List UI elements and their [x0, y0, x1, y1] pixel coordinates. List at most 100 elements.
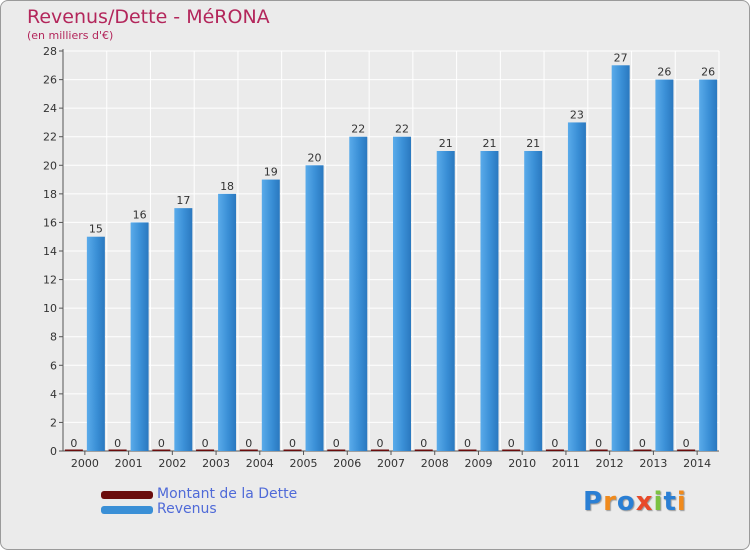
- bar-revenue: [524, 151, 543, 451]
- data-label-revenue: 16: [133, 208, 147, 221]
- data-label-debt: 0: [70, 437, 77, 450]
- x-tick-label: 2003: [202, 457, 230, 470]
- bar-debt: [283, 449, 302, 451]
- x-tick-label: 2007: [377, 457, 405, 470]
- bar-debt: [414, 449, 433, 451]
- data-label-debt: 0: [202, 437, 209, 450]
- bar-debt: [196, 449, 215, 451]
- logo-letter: x: [635, 487, 654, 517]
- x-tick-label: 2013: [639, 457, 667, 470]
- data-label-debt: 0: [377, 437, 384, 450]
- bar-revenue: [349, 136, 368, 451]
- bar-revenue: [567, 122, 586, 451]
- x-tick-label: 2002: [158, 457, 186, 470]
- legend-swatch-revenue: [101, 506, 153, 514]
- y-tick-label: 2: [50, 416, 57, 429]
- x-tick-label: 2011: [552, 457, 580, 470]
- data-label-debt: 0: [551, 437, 558, 450]
- data-label-revenue: 21: [526, 137, 540, 150]
- logo-letter: P: [583, 487, 604, 517]
- bar-revenue: [174, 208, 193, 451]
- bar-debt: [371, 449, 389, 451]
- data-label-debt: 0: [639, 437, 646, 450]
- y-tick-label: 8: [50, 331, 57, 344]
- data-label-revenue: 21: [439, 137, 453, 150]
- data-label-debt: 0: [333, 437, 340, 450]
- x-tick-label: 2004: [246, 457, 274, 470]
- data-label-debt: 0: [245, 437, 252, 450]
- data-label-debt: 0: [595, 437, 602, 450]
- x-tick-label: 2010: [508, 457, 536, 470]
- y-tick-label: 6: [50, 359, 57, 372]
- data-label-debt: 0: [114, 437, 121, 450]
- bar-revenue: [393, 136, 411, 451]
- data-label-revenue: 26: [657, 66, 671, 79]
- bar-debt: [677, 449, 696, 451]
- legend-label-debt: Montant de la Dette: [157, 486, 298, 502]
- x-tick-label: 2005: [290, 457, 318, 470]
- bar-layer: [64, 65, 718, 452]
- data-label-revenue: 18: [220, 180, 234, 193]
- y-tick-label: 0: [50, 445, 57, 458]
- logo-letter: t: [663, 487, 677, 517]
- bar-debt: [458, 449, 477, 451]
- bar-revenue: [699, 79, 718, 452]
- bar-revenue: [305, 165, 324, 452]
- y-tick-label: 18: [43, 188, 57, 201]
- data-label-debt: 0: [508, 437, 515, 450]
- bar-debt: [152, 449, 171, 451]
- data-label-revenue: 17: [176, 194, 190, 207]
- x-tick-label: 2009: [464, 457, 492, 470]
- grid-layer: [62, 50, 720, 452]
- data-label-revenue: 21: [482, 137, 496, 150]
- data-label-revenue: 15: [89, 223, 103, 236]
- bar-revenue: [86, 236, 105, 451]
- y-tick-label: 12: [43, 274, 57, 287]
- data-label-debt: 0: [289, 437, 296, 450]
- data-label-revenue: 19: [264, 166, 278, 179]
- bar-debt: [545, 449, 564, 451]
- data-label-debt: 0: [158, 437, 165, 450]
- bar-debt: [239, 449, 258, 451]
- data-label-revenue: 23: [570, 108, 584, 121]
- data-label-debt: 0: [464, 437, 471, 450]
- logo-letter: i: [676, 487, 687, 517]
- logo-letter: i: [653, 487, 664, 517]
- x-tick-label: 2008: [421, 457, 449, 470]
- legend-swatch-debt: [101, 491, 153, 499]
- bar-revenue: [480, 151, 499, 451]
- y-tick-label: 26: [43, 74, 57, 87]
- x-tick-label: 2000: [71, 457, 99, 470]
- bar-revenue: [655, 79, 674, 452]
- bar-revenue: [261, 179, 280, 452]
- bar-revenue: [218, 193, 237, 451]
- y-tick-label: 14: [43, 245, 57, 258]
- x-tick-label: 2014: [683, 457, 711, 470]
- bar-debt: [633, 449, 652, 451]
- bar-debt: [327, 449, 346, 451]
- bar-debt: [108, 449, 127, 451]
- y-tick-label: 16: [43, 216, 57, 229]
- bar-revenue: [436, 151, 455, 451]
- y-tick-label: 20: [43, 159, 57, 172]
- data-label-debt: 0: [683, 437, 690, 450]
- y-tick-label: 4: [50, 388, 57, 401]
- legend-label-revenue: Revenus: [157, 501, 217, 517]
- chart-subtitle: (en milliers d'€): [27, 29, 114, 42]
- data-label-revenue: 20: [308, 151, 322, 164]
- logo-letter: o: [616, 487, 636, 517]
- bar-debt: [502, 449, 521, 451]
- logo-letter: r: [603, 487, 617, 517]
- bar-revenue: [611, 65, 630, 452]
- x-tick-label: 2001: [115, 457, 143, 470]
- label-layer: 0 15 0 16 0 17 0 18 0 19 0 20 0 22 0 22 0 21 0 21 0 21 0 23 0 27 0…: [70, 51, 715, 450]
- data-label-revenue: 26: [701, 66, 715, 79]
- data-label-revenue: 27: [614, 51, 628, 64]
- bar-debt: [64, 449, 83, 451]
- bar-debt: [589, 449, 608, 451]
- x-tick-label: 2006: [333, 457, 361, 470]
- y-tick-label: 22: [43, 131, 57, 144]
